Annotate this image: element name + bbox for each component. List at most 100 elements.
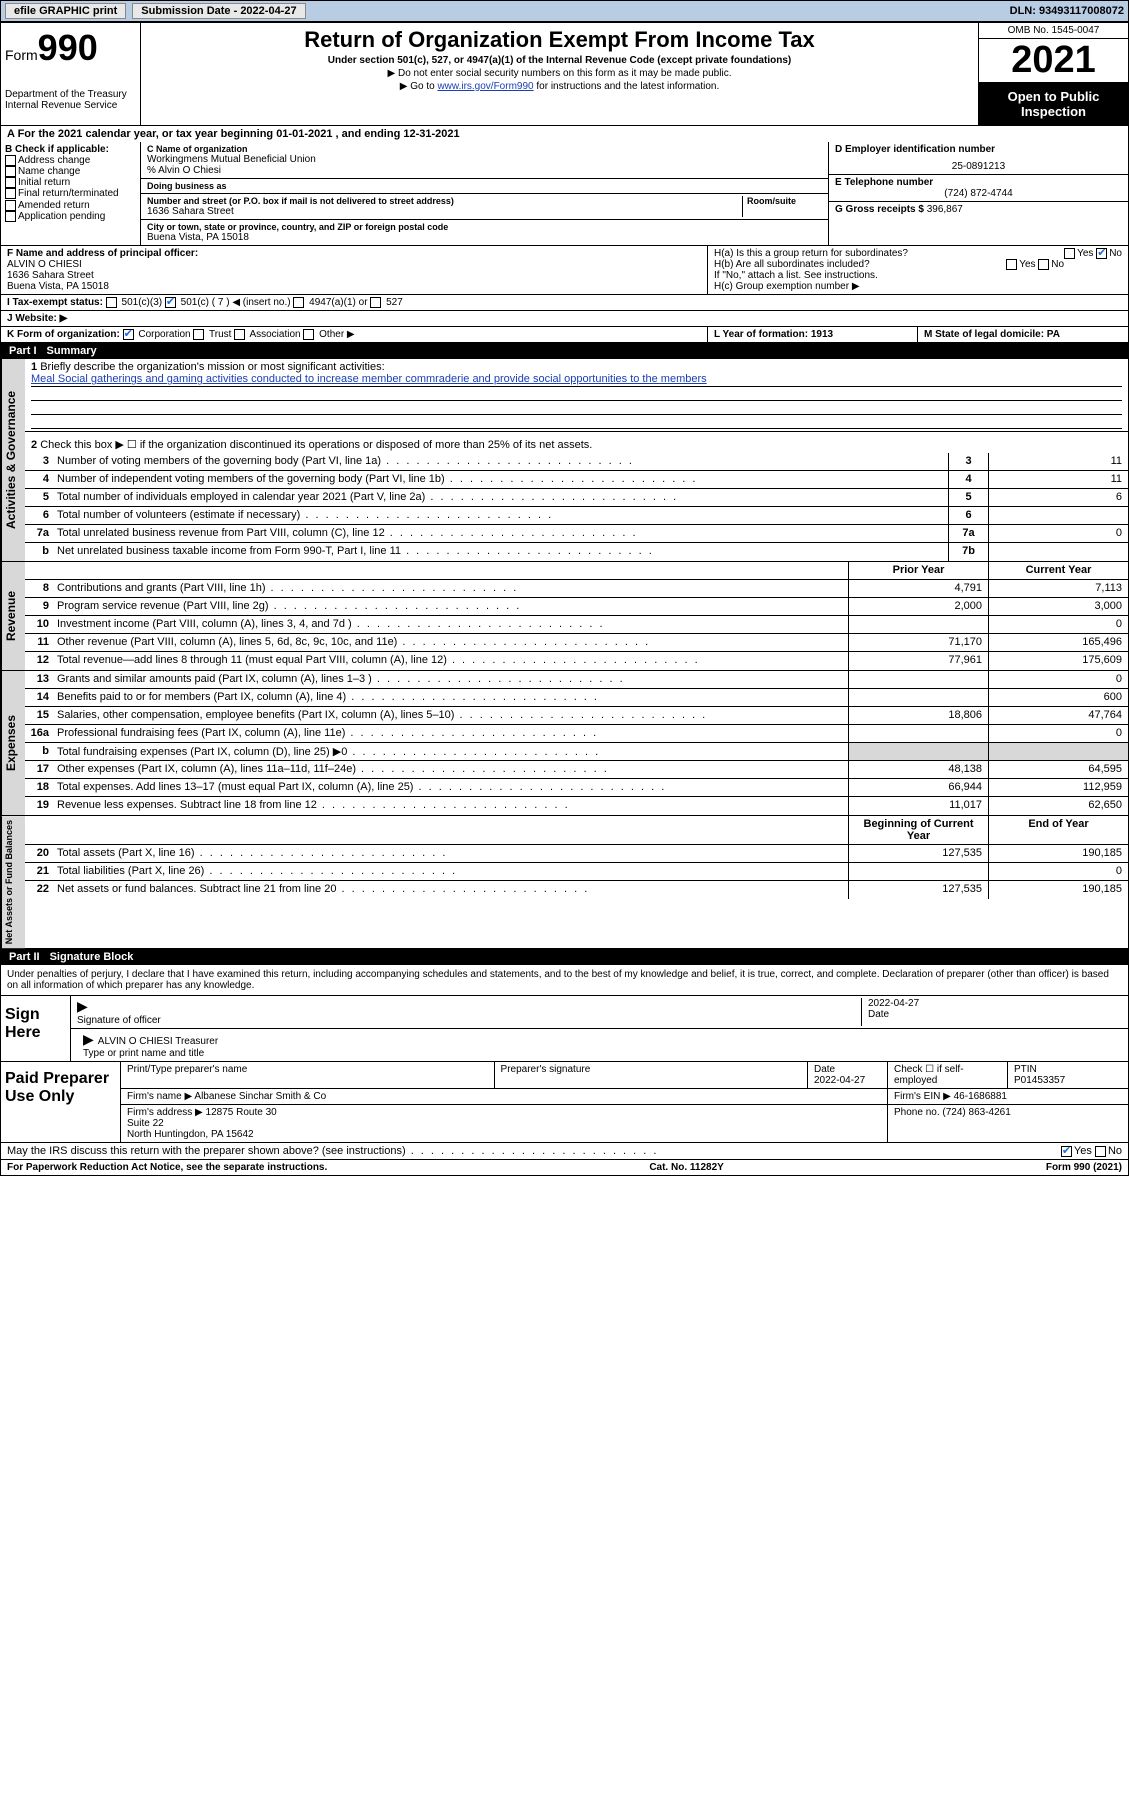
- prep-col-sig: Preparer's signature: [495, 1062, 808, 1088]
- box-b-title: B Check if applicable:: [5, 144, 136, 155]
- box-k-label: K Form of organization:: [7, 329, 120, 340]
- cb-final-return[interactable]: Final return/terminated: [5, 188, 136, 199]
- box-d-e-g: D Employer identification number 25-0891…: [828, 142, 1128, 245]
- line-20: 20Total assets (Part X, line 16)127,5351…: [25, 845, 1128, 863]
- hb-yes[interactable]: Yes: [1019, 259, 1035, 270]
- col-end-year: End of Year: [988, 816, 1128, 844]
- cb-corp[interactable]: [123, 329, 134, 340]
- dba-label: Doing business as: [147, 181, 822, 191]
- vlabel-governance: Activities & Governance: [1, 359, 25, 561]
- part-1-title: Summary: [47, 345, 97, 357]
- may-irs-no-cb[interactable]: [1095, 1146, 1106, 1157]
- paid-preparer-label: Paid Preparer Use Only: [1, 1062, 121, 1142]
- box-b: B Check if applicable: Address change Na…: [1, 142, 141, 245]
- firm-addr-label: Firm's address ▶: [127, 1107, 203, 1118]
- dept-treasury: Department of the Treasury Internal Reve…: [5, 89, 136, 111]
- line-22: 22Net assets or fund balances. Subtract …: [25, 881, 1128, 899]
- ha-label: H(a) Is this a group return for subordin…: [714, 248, 908, 259]
- cb-amended-return[interactable]: Amended return: [5, 200, 136, 211]
- gov-line-3: 3Number of voting members of the governi…: [25, 453, 1128, 471]
- hb-note: If "No," attach a list. See instructions…: [714, 270, 1122, 281]
- q2-block: 2 Check this box ▶ ☐ if the organization…: [25, 431, 1128, 453]
- activities-governance-section: Activities & Governance 1 Briefly descri…: [1, 359, 1128, 562]
- cb-4947[interactable]: [293, 297, 304, 308]
- omb-number: OMB No. 1545-0047: [979, 23, 1128, 39]
- org-name-label: C Name of organization: [147, 144, 822, 154]
- prep-col-name: Print/Type preparer's name: [121, 1062, 495, 1088]
- q2-text: Check this box ▶ ☐ if the organization d…: [40, 439, 592, 451]
- box-j: J Website: ▶: [1, 311, 1128, 326]
- cb-assoc[interactable]: [234, 329, 245, 340]
- opt-527: 527: [386, 297, 403, 308]
- box-h: H(a) Is this a group return for subordin…: [708, 246, 1128, 294]
- box-m: M State of legal domicile: PA: [918, 327, 1128, 342]
- prep-ptin-val: P01453357: [1014, 1075, 1065, 1086]
- sig-date-val: 2022-04-27: [868, 998, 919, 1009]
- may-irs-yes: Yes: [1074, 1145, 1092, 1157]
- opt-501c: 501(c) ( 7 ) ◀ (insert no.): [181, 297, 291, 308]
- ein-label: D Employer identification number: [835, 144, 1122, 155]
- mission-text-link[interactable]: Meal Social gatherings and gaming activi…: [31, 373, 707, 385]
- box-f-label: F Name and address of principal officer:: [7, 248, 701, 259]
- prep-check-self[interactable]: Check ☐ if self-employed: [888, 1062, 1008, 1088]
- may-irs-yes-cb[interactable]: [1061, 1146, 1072, 1157]
- phone-label: E Telephone number: [835, 177, 1122, 188]
- officer-street: 1636 Sahara Street: [7, 270, 701, 281]
- type-name-label: Type or print name and title: [83, 1048, 204, 1059]
- box-i-label: I Tax-exempt status:: [7, 297, 103, 308]
- cb-name-change[interactable]: Name change: [5, 166, 136, 177]
- header-mid-col: Return of Organization Exempt From Incom…: [141, 23, 978, 125]
- hb-no[interactable]: No: [1051, 259, 1064, 270]
- org-name: Workingmens Mutual Beneficial Union: [147, 154, 822, 165]
- tax-year-period: A For the 2021 calendar year, or tax yea…: [1, 126, 1128, 142]
- line-19: 19Revenue less expenses. Subtract line 1…: [25, 797, 1128, 815]
- form-note-2: ▶ Go to www.irs.gov/Form990 for instruct…: [149, 81, 970, 92]
- ha-yes[interactable]: Yes: [1077, 248, 1093, 259]
- gross-value: 396,867: [927, 204, 963, 215]
- line-17: 17Other expenses (Part IX, column (A), l…: [25, 761, 1128, 779]
- cb-application-pending[interactable]: Application pending: [5, 211, 136, 222]
- ha-no[interactable]: No: [1109, 248, 1122, 259]
- line-12: 12Total revenue—add lines 8 through 11 (…: [25, 652, 1128, 670]
- box-m-label: M State of legal domicile: PA: [924, 329, 1060, 340]
- line-15: 15Salaries, other compensation, employee…: [25, 707, 1128, 725]
- sign-here-block: Sign Here ▶Signature of officer 2022-04-…: [1, 995, 1128, 1062]
- cb-initial-return[interactable]: Initial return: [5, 177, 136, 188]
- line-9: 9Program service revenue (Part VIII, lin…: [25, 598, 1128, 616]
- firm-name: Albanese Sinchar Smith & Co: [194, 1091, 326, 1102]
- cb-501c3[interactable]: [106, 297, 117, 308]
- box-l-label: L Year of formation: 1913: [714, 329, 833, 340]
- part-1-header: Part I Summary: [1, 343, 1128, 359]
- q1-label: Briefly describe the organization's miss…: [40, 361, 384, 373]
- line-10: 10Investment income (Part VIII, column (…: [25, 616, 1128, 634]
- header-left-col: Form990 Department of the Treasury Inter…: [1, 23, 141, 125]
- prep-col-ptin: PTIN: [1014, 1064, 1037, 1075]
- line-11: 11Other revenue (Part VIII, column (A), …: [25, 634, 1128, 652]
- may-irs-row: May the IRS discuss this return with the…: [1, 1143, 1128, 1160]
- opt-501c3: 501(c)(3): [122, 297, 163, 308]
- col-prior-year: Prior Year: [848, 562, 988, 579]
- col-current-year: Current Year: [988, 562, 1128, 579]
- box-f-h-row: F Name and address of principal officer:…: [1, 246, 1128, 295]
- submission-date-button[interactable]: Submission Date - 2022-04-27: [132, 3, 305, 19]
- cb-501c[interactable]: [165, 297, 176, 308]
- cb-other[interactable]: [303, 329, 314, 340]
- mission-block: 1 Briefly describe the organization's mi…: [25, 359, 1128, 431]
- form-header: Form990 Department of the Treasury Inter…: [1, 23, 1128, 126]
- prep-date-val: 2022-04-27: [814, 1075, 865, 1086]
- hb-label: H(b) Are all subordinates included?: [714, 259, 870, 270]
- efile-print-button[interactable]: efile GRAPHIC print: [5, 3, 126, 19]
- cb-trust[interactable]: [193, 329, 204, 340]
- box-l: L Year of formation: 1913: [708, 327, 918, 342]
- room-label: Room/suite: [747, 196, 822, 206]
- gov-line-7a: 7aTotal unrelated business revenue from …: [25, 525, 1128, 543]
- opt-other: Other ▶: [319, 329, 354, 340]
- vlabel-revenue: Revenue: [1, 562, 25, 670]
- irs-form990-link[interactable]: www.irs.gov/Form990: [437, 81, 533, 92]
- note2-post: for instructions and the latest informat…: [534, 81, 720, 92]
- cb-527[interactable]: [370, 297, 381, 308]
- form-subtitle: Under section 501(c), 527, or 4947(a)(1)…: [149, 55, 970, 66]
- gov-line-5: 5Total number of individuals employed in…: [25, 489, 1128, 507]
- cb-address-change[interactable]: Address change: [5, 155, 136, 166]
- may-irs-no: No: [1108, 1145, 1122, 1157]
